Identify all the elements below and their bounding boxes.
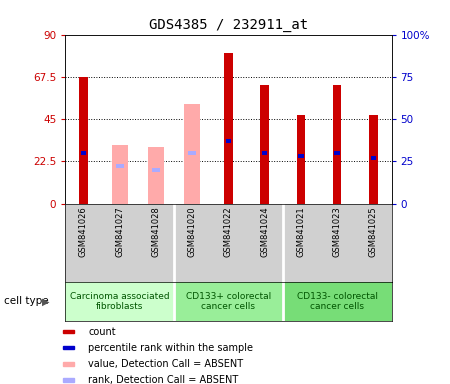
Bar bbox=[247, 204, 283, 282]
Text: Carcinoma associated
fibroblasts: Carcinoma associated fibroblasts bbox=[70, 292, 170, 311]
Text: count: count bbox=[88, 327, 116, 337]
Bar bbox=[283, 204, 319, 282]
Bar bbox=[283, 282, 392, 321]
Bar bbox=[148, 147, 164, 204]
Title: GDS4385 / 232911_at: GDS4385 / 232911_at bbox=[149, 18, 308, 32]
Bar bbox=[369, 115, 378, 204]
Bar bbox=[65, 282, 174, 321]
Bar bbox=[63, 346, 74, 349]
Bar bbox=[116, 164, 124, 169]
Bar bbox=[224, 53, 233, 204]
Text: GSM841026: GSM841026 bbox=[79, 206, 88, 257]
Bar bbox=[138, 204, 174, 282]
Text: ▶: ▶ bbox=[42, 296, 50, 306]
Text: GSM841021: GSM841021 bbox=[297, 206, 306, 257]
Text: rank, Detection Call = ABSENT: rank, Detection Call = ABSENT bbox=[88, 375, 238, 384]
Bar bbox=[174, 282, 283, 321]
Text: value, Detection Call = ABSENT: value, Detection Call = ABSENT bbox=[88, 359, 243, 369]
Text: GSM841022: GSM841022 bbox=[224, 206, 233, 257]
Bar bbox=[174, 204, 210, 282]
Bar bbox=[319, 204, 355, 282]
Bar bbox=[297, 115, 305, 204]
Text: GSM841020: GSM841020 bbox=[188, 206, 197, 257]
Bar bbox=[81, 151, 86, 155]
Bar bbox=[333, 85, 342, 204]
Bar bbox=[184, 104, 200, 204]
Bar bbox=[63, 362, 74, 366]
Bar bbox=[225, 139, 231, 143]
Text: GSM841024: GSM841024 bbox=[260, 206, 269, 257]
Bar bbox=[262, 151, 267, 155]
Bar bbox=[334, 151, 340, 155]
Bar bbox=[152, 168, 160, 172]
Text: GSM841023: GSM841023 bbox=[333, 206, 342, 257]
Bar bbox=[210, 204, 247, 282]
Bar bbox=[63, 378, 74, 382]
Bar bbox=[355, 204, 392, 282]
Bar bbox=[79, 77, 88, 204]
Bar bbox=[63, 330, 74, 333]
Bar bbox=[260, 85, 269, 204]
Bar bbox=[102, 204, 138, 282]
Bar bbox=[371, 156, 376, 160]
Text: GSM841025: GSM841025 bbox=[369, 206, 378, 257]
Text: percentile rank within the sample: percentile rank within the sample bbox=[88, 343, 253, 353]
Bar bbox=[65, 204, 102, 282]
Bar bbox=[188, 151, 196, 155]
Text: cell type: cell type bbox=[4, 296, 49, 306]
Text: CD133- colorectal
cancer cells: CD133- colorectal cancer cells bbox=[297, 292, 378, 311]
Text: CD133+ colorectal
cancer cells: CD133+ colorectal cancer cells bbox=[186, 292, 271, 311]
Text: GSM841027: GSM841027 bbox=[115, 206, 124, 257]
Bar bbox=[112, 145, 128, 204]
Bar bbox=[298, 154, 304, 158]
Text: GSM841028: GSM841028 bbox=[151, 206, 160, 257]
